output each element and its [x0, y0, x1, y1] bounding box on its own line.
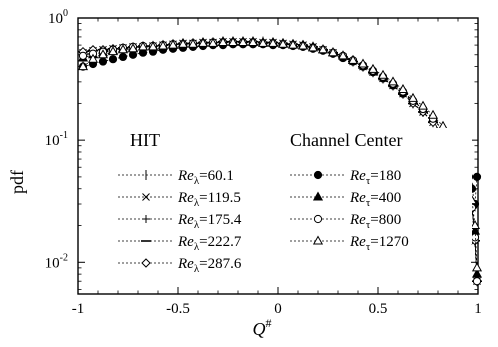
data-point	[207, 37, 219, 47]
data-point	[118, 52, 128, 62]
legend-label: Reτ=800	[349, 212, 401, 231]
data-point	[177, 38, 189, 48]
data-point	[470, 233, 480, 242]
legend-entry: Reλ=60.1	[118, 168, 234, 187]
legend-entry: Reλ=287.6	[118, 256, 242, 275]
x-axis-label-main: Q	[253, 319, 266, 339]
y-tick-label: 10-2	[45, 252, 68, 271]
data-point	[147, 41, 159, 51]
data-point	[297, 40, 309, 50]
legend: HIT Reλ=60.1 Reλ=119.5 Reλ=175.4 Reλ=222.7 Re…	[114, 128, 472, 275]
data-point	[167, 39, 179, 49]
x-axis-label: Q#	[253, 316, 272, 339]
data-point	[347, 54, 359, 64]
data-point	[257, 37, 269, 47]
axes: -1 -0.5 0 0.5 1 100 10-1 10-2	[45, 8, 482, 317]
legend-marker	[312, 191, 324, 201]
data-point	[277, 38, 289, 48]
data-point	[97, 49, 109, 59]
data-point	[397, 83, 409, 93]
x-axis-label-sup: #	[266, 316, 272, 330]
legend-entry: Reτ=400	[290, 190, 401, 209]
legend-entry: Reτ=180	[290, 168, 401, 187]
legend-marker	[313, 170, 323, 180]
data-point	[78, 51, 88, 60]
data-point	[98, 57, 108, 66]
legend-label: Reλ=119.5	[177, 190, 241, 209]
data-point	[472, 277, 482, 286]
legend-label: Reλ=287.6	[177, 256, 242, 275]
data-point	[317, 44, 329, 54]
legend-background	[286, 128, 472, 244]
legend-entry: Reλ=222.7	[118, 234, 242, 253]
y-tick-label: 100	[48, 8, 68, 27]
x-tick-label: 0	[274, 301, 282, 317]
legend-title: HIT	[130, 130, 160, 150]
legend-marker	[142, 193, 150, 201]
data-point	[247, 36, 259, 47]
data-point	[287, 39, 299, 49]
legend-marker	[142, 215, 150, 223]
x-tick-label: 0.5	[369, 301, 388, 317]
legend-entry: Reλ=119.5	[118, 190, 241, 209]
y-axis-label: pdf	[7, 170, 27, 194]
data-point	[227, 36, 239, 47]
data-point	[472, 172, 482, 182]
data-point	[327, 47, 339, 57]
legend-label: Reλ=60.1	[177, 168, 234, 187]
data-point	[87, 53, 99, 63]
data-point	[377, 69, 389, 79]
legend-marker	[313, 214, 323, 224]
legend-entry: Reτ=800	[290, 212, 401, 231]
data-point	[307, 42, 319, 52]
data-point	[137, 41, 149, 51]
data-point	[407, 92, 419, 102]
x-tick-label: -1	[72, 301, 85, 317]
data-point	[367, 63, 379, 73]
data-point	[469, 219, 481, 230]
legend-label: Reτ=1270	[349, 234, 409, 253]
data-point	[237, 36, 249, 47]
axis-labels: pdf Q#	[7, 170, 272, 339]
data-point	[187, 38, 199, 48]
data-point	[107, 46, 119, 56]
data-point	[77, 61, 89, 71]
data-point	[217, 36, 229, 47]
data-point	[197, 37, 209, 47]
legend-label: Reλ=222.7	[177, 234, 242, 253]
legend-entry: Reτ=1270	[290, 234, 409, 253]
legend-label: Reλ=175.4	[177, 212, 242, 231]
data-point	[387, 76, 399, 86]
data-point	[127, 43, 139, 53]
legend-group-1: HIT Reλ=60.1 Reλ=119.5 Reλ=175.4 Reλ=222.7 Re…	[114, 128, 264, 275]
data-point	[267, 37, 279, 47]
legend-marker	[141, 258, 151, 268]
data-point	[417, 100, 429, 110]
legend-entry: Reλ=175.4	[118, 212, 242, 231]
legend-label: Reτ=400	[349, 190, 401, 209]
data-point	[427, 109, 439, 119]
data-point	[157, 40, 169, 50]
legend-marker	[312, 235, 324, 245]
data-point	[357, 58, 369, 68]
x-tick-label: -0.5	[166, 301, 190, 317]
legend-group-2: Channel Center Reτ=180 Reτ=400 Reτ=800 Reτ=1…	[286, 128, 472, 253]
y-tick-label: 10-1	[45, 130, 68, 149]
legend-title: Channel Center	[290, 130, 402, 150]
data-point	[117, 44, 129, 54]
data-point	[471, 262, 483, 272]
legend-label: Reτ=180	[349, 168, 401, 187]
x-tick-label: 1	[474, 301, 482, 317]
data-point	[337, 50, 349, 60]
data-point	[108, 55, 118, 64]
